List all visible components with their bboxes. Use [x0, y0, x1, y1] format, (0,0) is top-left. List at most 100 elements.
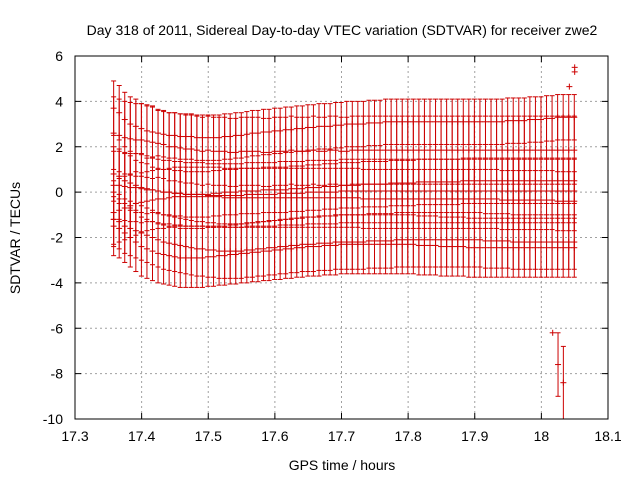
data-point-sat-g — [471, 217, 478, 278]
data-point-sat-g — [449, 216, 456, 277]
data-point-sat-b — [399, 98, 406, 145]
data-point-sat-b — [521, 97, 528, 144]
data-point-sat-g — [454, 216, 461, 277]
data-point-sat-b — [315, 103, 322, 150]
data-point-sat-b — [338, 102, 345, 149]
data-point-sat-g — [499, 217, 506, 278]
data-point-sat-g — [565, 217, 572, 278]
data-point-sat-b — [210, 114, 217, 161]
data-point-sat-b — [432, 98, 439, 145]
data-point-sat-g — [199, 227, 206, 288]
data-point-sat-b — [571, 94, 578, 141]
data-point-sat-g — [360, 214, 367, 275]
data-point-sat-g — [338, 214, 345, 275]
data-point-sat-b — [227, 113, 234, 160]
data-point-sat-b — [160, 111, 167, 158]
data-point-sat-g — [210, 226, 217, 287]
data-point-sat-g — [127, 207, 134, 268]
data-point-sat-b — [121, 91, 128, 148]
data-point-sat-g — [166, 225, 173, 286]
data-point-sat-b — [488, 98, 495, 145]
data-point-extra — [560, 345, 567, 419]
data-point-sat-b — [321, 103, 328, 150]
data-point-sat-g — [299, 217, 306, 278]
data-point-sat-b — [177, 113, 184, 160]
data-point-sat-b — [193, 114, 200, 161]
data-point-sat-b — [204, 114, 211, 161]
data-point-sat-b — [260, 108, 267, 156]
data-point-sat-b — [543, 95, 550, 142]
data-point-sat-g — [138, 216, 145, 277]
data-point-sat-g — [271, 219, 278, 280]
data-point-sat-g — [216, 225, 223, 286]
data-point-sat-b — [299, 105, 306, 152]
data-point-sat-g — [177, 227, 184, 288]
data-point-sat-b — [454, 98, 461, 145]
data-point-sat-g — [143, 218, 150, 279]
data-point-sat-b — [277, 107, 284, 155]
data-point-sat-b — [110, 80, 117, 136]
data-point-sat-g — [377, 214, 384, 275]
data-point-sat-e — [243, 167, 250, 228]
data-point-sat-b — [254, 109, 261, 157]
data-point-sat-b — [438, 98, 445, 145]
data-point-sat-g — [171, 226, 178, 287]
data-point-sat-e — [249, 167, 256, 228]
data-point-sat-e — [238, 167, 245, 228]
data-point-sat-g — [404, 214, 411, 275]
data-point-sat-b — [371, 99, 378, 147]
data-point-sat-b — [188, 113, 195, 160]
data-point-sat-g — [304, 216, 311, 277]
data-point-sat-g — [515, 217, 522, 278]
data-point-sat-g — [365, 214, 372, 275]
data-point-sat-b — [171, 112, 178, 159]
y-tick-label: 0 — [55, 184, 63, 200]
data-point-sat-g — [243, 223, 250, 284]
data-point-sat-g — [332, 215, 339, 276]
data-point-sat-g — [315, 216, 322, 277]
data-point-sat-b — [271, 107, 278, 155]
data-point-sat-g — [266, 221, 273, 282]
data-point-sat-g — [560, 217, 567, 278]
data-point-sat-g — [188, 227, 195, 288]
data-point-sat-b — [388, 98, 395, 145]
data-point-sat-g — [282, 218, 289, 279]
data-point-sat-g — [193, 227, 200, 288]
data-point-sat-g — [399, 214, 406, 275]
x-tick-label: 17.4 — [128, 428, 155, 444]
data-point-sat-g — [432, 215, 439, 276]
data-point-sat-g — [288, 218, 295, 279]
data-point-sat-b — [155, 109, 162, 157]
data-point-extra — [566, 83, 573, 90]
y-axis-label: SDTVAR / TECUs — [7, 182, 23, 294]
x-tick-label: 17.6 — [261, 428, 288, 444]
data-point-sat-b — [143, 105, 150, 157]
data-point-sat-e — [293, 167, 300, 228]
data-point-sat-b — [510, 97, 517, 144]
data-point-sat-b — [504, 97, 511, 144]
data-point-sat-g — [421, 215, 428, 276]
data-point-sat-g — [460, 216, 467, 277]
data-point-sat-b — [149, 106, 156, 158]
data-point-sat-b — [343, 100, 350, 148]
data-point-sat-g — [232, 224, 239, 285]
data-point-sat-b — [515, 97, 522, 144]
data-point-sat-b — [365, 99, 372, 147]
data-points-group — [110, 64, 578, 419]
data-point-sat-g — [221, 225, 228, 286]
data-point-sat-g — [415, 215, 422, 276]
x-tick-label: 17.3 — [61, 428, 88, 444]
data-point-sat-b — [443, 98, 450, 145]
data-point-extra — [555, 332, 562, 397]
y-tick-label: -6 — [51, 320, 64, 336]
axis-ticks: 17.3 17.4 17.5 17.6 17.7 17.8 17.9 18 18.1 -10 -8 -… — [43, 48, 622, 444]
data-point-extra — [571, 64, 578, 71]
data-point-sat-g — [254, 222, 261, 283]
data-point-sat-b — [304, 104, 311, 151]
data-point-sat-g — [521, 217, 528, 278]
data-point-sat-b — [354, 100, 361, 148]
data-point-sat-e — [210, 166, 217, 227]
data-point-sat-g — [510, 217, 517, 278]
data-point-sat-e — [193, 166, 200, 227]
